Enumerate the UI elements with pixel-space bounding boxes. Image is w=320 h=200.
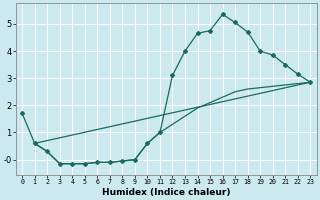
X-axis label: Humidex (Indice chaleur): Humidex (Indice chaleur) <box>102 188 230 197</box>
